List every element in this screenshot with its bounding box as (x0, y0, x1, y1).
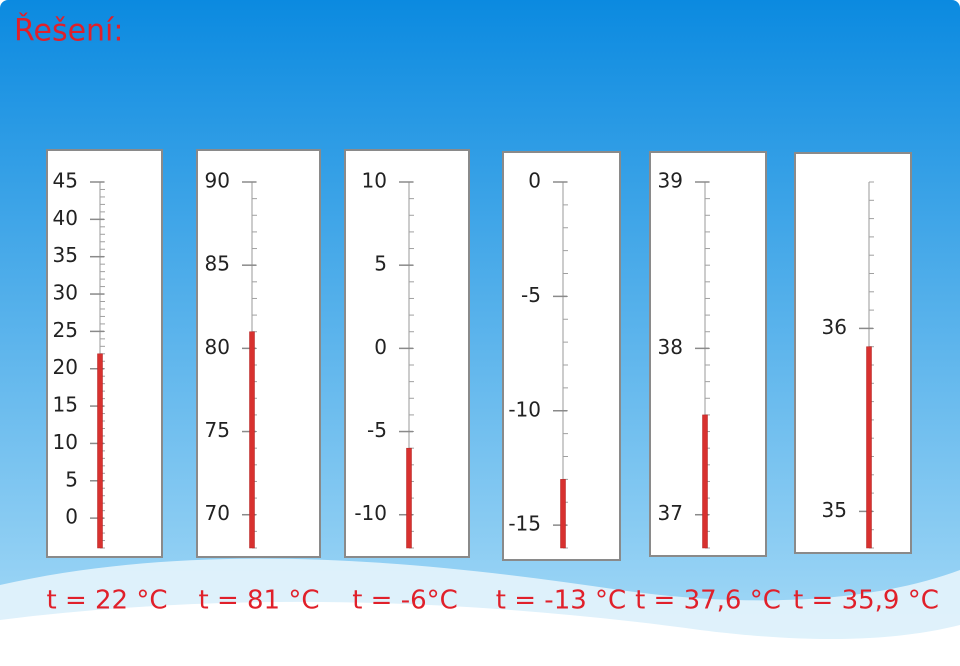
tick-label: 38 (658, 335, 683, 359)
reading-label: t = 81 °C (198, 586, 319, 616)
reading-label: t = 35,9 °C (793, 586, 939, 616)
tick-label: -5 (367, 418, 387, 442)
tick-label: -15 (508, 512, 541, 536)
tick-label: 10 (53, 430, 78, 454)
reading-label: t = -6°C (352, 586, 458, 616)
tick-label: 0 (65, 505, 78, 529)
mercury (866, 346, 872, 549)
tick-label: 0 (374, 335, 387, 359)
tick-label: 40 (53, 206, 78, 230)
tick-label: 35 (53, 243, 78, 267)
tick-label: 5 (374, 252, 387, 276)
thermometer-panel (794, 152, 912, 554)
tick-label: 39 (658, 169, 683, 193)
tick-label: 75 (205, 418, 230, 442)
tick-label: 90 (205, 169, 230, 193)
tick-label: -10 (508, 397, 541, 421)
tick-label: 25 (53, 318, 78, 342)
tick-label: 36 (822, 315, 847, 339)
tick-label: 37 (658, 501, 683, 525)
mercury (702, 414, 708, 549)
tick-label: 5 (65, 467, 78, 491)
tick-label: -10 (354, 501, 387, 525)
tick-label: 35 (822, 498, 847, 522)
reading-label: t = 22 °C (46, 586, 167, 616)
mercury (249, 331, 255, 549)
tick-label: 15 (53, 393, 78, 417)
slide-title: Řešení: (14, 13, 124, 49)
tick-label: -5 (521, 283, 541, 307)
tick-label: 70 (205, 501, 230, 525)
thermometer-panel (502, 151, 621, 561)
thermometer-panel (196, 149, 321, 558)
reading-label: t = -13 °C (496, 586, 626, 616)
reading-label: t = 37,6 °C (635, 586, 781, 616)
tick-label: 85 (205, 252, 230, 276)
wave (0, 601, 960, 662)
mercury (406, 447, 412, 549)
tick-label: 0 (528, 169, 541, 193)
mercury (560, 479, 566, 549)
tick-label: 20 (53, 355, 78, 379)
mercury (97, 353, 103, 549)
tick-label: 45 (53, 169, 78, 193)
tick-label: 30 (53, 281, 78, 305)
tick-label: 80 (205, 335, 230, 359)
tick-label: 10 (362, 169, 387, 193)
thermometer-panel (649, 151, 767, 557)
